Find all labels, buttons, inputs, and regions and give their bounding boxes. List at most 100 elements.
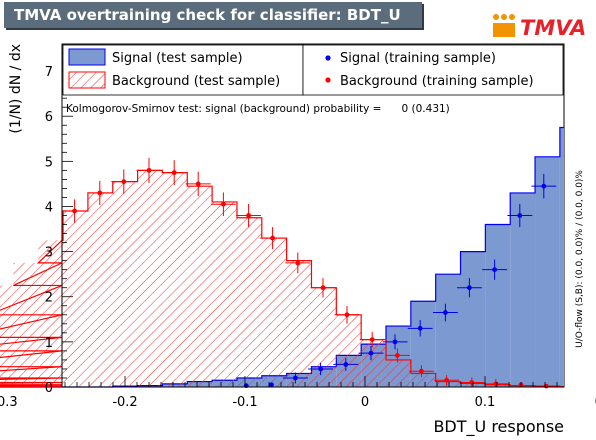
legend-swatch-signal-test bbox=[68, 48, 106, 66]
x-tick-label: 0 bbox=[361, 395, 369, 410]
signal-training-marker bbox=[467, 285, 472, 291]
signal-training-point bbox=[382, 334, 408, 350]
background-test-bar bbox=[286, 260, 312, 387]
background-training-point bbox=[310, 278, 336, 298]
x-tick-label: -0.3 bbox=[0, 395, 18, 410]
background-training-marker bbox=[97, 190, 103, 196]
signal-training-marker bbox=[343, 362, 349, 367]
background-test-bar bbox=[311, 287, 337, 387]
signal-training-point bbox=[282, 372, 308, 384]
y-tick-label: 6 bbox=[45, 110, 53, 125]
signal-test-bar bbox=[510, 192, 536, 387]
background-training-point bbox=[408, 365, 434, 378]
background-training-point bbox=[111, 169, 137, 194]
background-test-bar bbox=[212, 201, 237, 387]
signal-training-point bbox=[308, 362, 334, 376]
x-tick-label: -0.1 bbox=[232, 395, 257, 410]
background-training-marker bbox=[344, 312, 350, 318]
background-training-marker bbox=[195, 181, 201, 187]
background-training-point bbox=[543, 383, 549, 389]
signal-training-marker bbox=[293, 375, 298, 381]
legend-box-training bbox=[302, 44, 564, 96]
signal-training-marker bbox=[492, 267, 497, 273]
background-test-bar bbox=[236, 217, 262, 387]
background-training-marker bbox=[246, 213, 252, 218]
signal-training-marker bbox=[269, 382, 274, 388]
background-training-point bbox=[260, 227, 286, 250]
background-training-point bbox=[334, 306, 360, 324]
ks-test-text: Kolmogorov-Smirnov test: signal (backgro… bbox=[66, 103, 450, 115]
background-training-marker bbox=[72, 208, 77, 214]
legend-marker-signal-training bbox=[325, 55, 331, 61]
signal-training-point bbox=[269, 382, 274, 388]
signal-training-point bbox=[407, 320, 433, 337]
background-training-points bbox=[62, 157, 549, 389]
background-training-marker bbox=[369, 337, 375, 343]
signal-training-marker bbox=[318, 366, 323, 372]
signal-training-point bbox=[432, 303, 458, 322]
y-tick-label: 1 bbox=[45, 336, 53, 351]
background-training-marker bbox=[121, 179, 127, 185]
x-axis-label: BDT_U response bbox=[433, 417, 564, 437]
overflow-text: U/O-flow (S,B): (0.0, 0.0)% / (0.0, 0.0)… bbox=[575, 170, 585, 348]
background-training-point bbox=[136, 157, 162, 183]
background-training-marker bbox=[221, 201, 226, 207]
background-histogram bbox=[0, 169, 564, 388]
background-training-point bbox=[161, 160, 187, 186]
y-tick-label: 0 bbox=[45, 381, 53, 396]
background-training-marker bbox=[493, 381, 499, 387]
background-training-marker bbox=[469, 380, 475, 385]
background-test-bar bbox=[261, 238, 287, 387]
background-test-bar bbox=[87, 192, 113, 387]
legend-label-signal-test: Signal (test sample) bbox=[112, 51, 243, 66]
legend-label-background-test: Background (test sample) bbox=[112, 74, 280, 89]
background-training-point bbox=[87, 180, 113, 205]
tmva-logo: TMVA bbox=[493, 14, 586, 40]
y-tick-label: 4 bbox=[45, 200, 53, 215]
background-training-marker bbox=[171, 170, 177, 176]
background-training-point bbox=[285, 252, 311, 274]
background-test-bar bbox=[112, 181, 138, 387]
signal-training-marker bbox=[541, 183, 547, 189]
background-training-marker bbox=[543, 383, 549, 389]
signal-training-marker bbox=[392, 339, 398, 345]
legend-label-signal-training: Signal (training sample) bbox=[340, 51, 496, 66]
signal-training-point bbox=[456, 278, 482, 298]
signal-test-bar bbox=[460, 251, 486, 387]
signal-test-bar bbox=[435, 274, 461, 387]
background-training-marker bbox=[295, 260, 301, 266]
y-axis-label: (1/N) dN / dx bbox=[8, 44, 24, 134]
background-test-bar bbox=[63, 210, 88, 387]
background-test-bar bbox=[0, 285, 14, 387]
background-training-marker bbox=[444, 377, 449, 383]
background-training-point bbox=[236, 203, 262, 228]
background-test-bar bbox=[187, 186, 213, 387]
signal-training-marker bbox=[368, 350, 374, 356]
y-tick-label: 2 bbox=[45, 291, 53, 306]
background-training-point bbox=[185, 171, 211, 197]
plot-title: TMVA overtraining check for classifier: … bbox=[4, 2, 422, 28]
background-training-marker bbox=[320, 285, 326, 291]
logo-text: TMVA bbox=[520, 16, 586, 40]
legend-marker-background-training bbox=[325, 77, 331, 83]
signal-test-bar bbox=[559, 127, 564, 388]
signal-training-point bbox=[358, 346, 384, 361]
signal-training-marker bbox=[417, 325, 423, 331]
legend-swatch-background-test bbox=[68, 71, 106, 89]
background-test-bar bbox=[485, 384, 511, 387]
background-training-marker bbox=[146, 167, 152, 173]
signal-training-point bbox=[531, 173, 557, 199]
background-training-point bbox=[62, 199, 88, 223]
logo-dots bbox=[493, 14, 515, 37]
background-training-point bbox=[210, 192, 236, 217]
signal-training-points bbox=[243, 173, 557, 389]
y-tick-label: 3 bbox=[45, 246, 53, 261]
y-axis: 0 1 2 3 4 5 6 7 bbox=[45, 43, 73, 396]
background-training-point bbox=[434, 375, 460, 386]
signal-training-marker bbox=[443, 310, 448, 315]
background-training-marker bbox=[270, 235, 275, 241]
x-tick-label: 0.1 bbox=[475, 395, 496, 410]
background-training-point bbox=[359, 331, 385, 348]
